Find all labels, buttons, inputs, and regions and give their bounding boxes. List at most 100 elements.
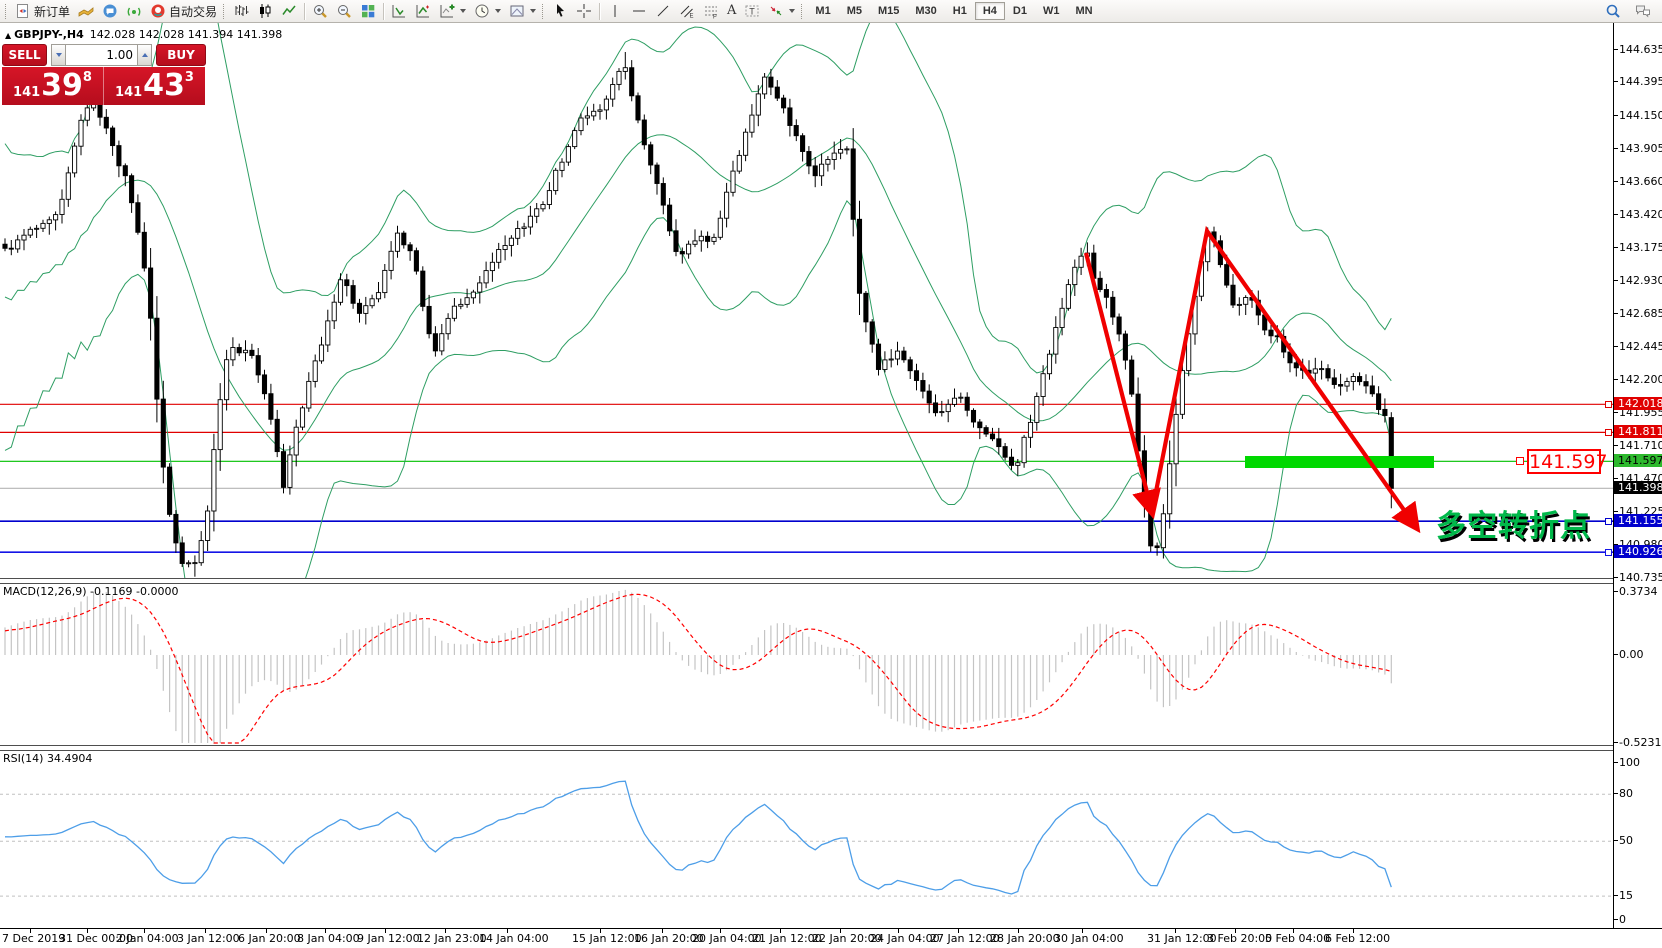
rsi-axis-label: 0	[1614, 912, 1626, 926]
time-axis-tick	[720, 929, 721, 933]
trend-arrow-1[interactable]	[1083, 252, 1161, 520]
add-indicator-button[interactable]	[435, 1, 470, 21]
timeframe-m30[interactable]: M30	[907, 2, 944, 20]
text-label-button[interactable]: T	[740, 1, 764, 21]
price-axis-label: 142.445	[1614, 340, 1662, 353]
line-anchor-square[interactable]	[1605, 517, 1612, 525]
time-axis[interactable]: 7 Dec 2019 31 Dec 00:00 2 Jan 04:00 3 Jan 1…	[0, 928, 1662, 948]
collapse-triangle-icon[interactable]: ▲	[5, 31, 12, 40]
line-chart-icon	[281, 3, 297, 19]
zoom-in-button[interactable]	[308, 1, 332, 21]
time-axis-label: 5 Feb 04:00	[1265, 932, 1331, 945]
sell-price-display[interactable]: 141 39 8	[2, 67, 104, 105]
candles-layer	[2, 52, 1394, 577]
toolbar-handle[interactable]	[801, 3, 805, 19]
messenger-icon	[102, 3, 118, 19]
bar-chart-icon	[233, 3, 249, 19]
vertical-line-button[interactable]	[603, 1, 627, 21]
timeframe-m1[interactable]: M1	[807, 2, 838, 20]
search-button[interactable]	[1601, 1, 1625, 21]
trend-arrow-2[interactable]	[1149, 225, 1421, 534]
triangle-up-icon	[141, 53, 148, 57]
candlestick-chart-button[interactable]	[253, 1, 277, 21]
signal-button[interactable]	[122, 1, 146, 21]
main-chart-canvas[interactable]	[0, 23, 1613, 578]
auto-scroll-icon	[391, 3, 407, 19]
toolbar-handle[interactable]	[542, 3, 546, 19]
trendline-button[interactable]	[651, 1, 675, 21]
timeframe-mn[interactable]: MN	[1067, 2, 1100, 20]
new-order-label: 新订单	[34, 4, 71, 19]
timeframe-m15[interactable]: M15	[870, 2, 907, 20]
time-axis-tick	[266, 929, 267, 933]
turning-point-text[interactable]: 多空转折点	[1436, 509, 1591, 544]
toolbar-handle[interactable]	[223, 3, 227, 19]
timeframe-h4[interactable]: H4	[974, 2, 1005, 20]
equidistant-channel-button[interactable]: E	[675, 1, 699, 21]
bar-chart-button[interactable]	[229, 1, 253, 21]
callout-anchor-square[interactable]	[1516, 457, 1524, 465]
trade-panel-controls: SELL BUY	[2, 44, 206, 66]
timeframe-w1[interactable]: W1	[1035, 2, 1068, 20]
time-axis-label: 21 Jan 12:00	[752, 932, 822, 945]
candlestick-chart-icon	[257, 3, 273, 19]
cursor-button[interactable]	[548, 1, 572, 21]
macd-canvas[interactable]	[0, 582, 1613, 745]
time-axis-label: 28 Jan 20:00	[990, 932, 1060, 945]
text-tool-button[interactable]: A	[723, 1, 740, 21]
bollinger-upper-band	[4, 23, 1392, 374]
line-anchor-square[interactable]	[1605, 428, 1612, 436]
line-anchor-square[interactable]	[1605, 548, 1612, 556]
channel-icon: E	[679, 3, 695, 19]
highlight-bar[interactable]	[1245, 456, 1434, 468]
search-icon	[1605, 3, 1621, 19]
fibonacci-button[interactable]: F	[699, 1, 723, 21]
zoom-out-button[interactable]	[332, 1, 356, 21]
dropdown-caret-icon	[530, 9, 537, 13]
sell-button[interactable]: SELL	[2, 44, 48, 66]
timeframe-h1[interactable]: H1	[945, 2, 975, 20]
auto-scroll-button[interactable]	[387, 1, 411, 21]
price-callout-box[interactable]: 141.597	[1527, 449, 1608, 474]
text-tool-icon: A	[727, 3, 737, 18]
rsi-canvas[interactable]	[0, 749, 1613, 928]
crosshair-button[interactable]	[572, 1, 596, 21]
auto-trading-label: 自动交易	[169, 4, 218, 19]
messenger-button[interactable]	[98, 1, 122, 21]
volume-increase-button[interactable]	[137, 44, 153, 66]
macd-histogram	[4, 589, 1392, 743]
volume-input[interactable]	[66, 44, 138, 66]
toolbar-handle[interactable]	[5, 3, 9, 19]
chart-shift-button[interactable]	[411, 1, 435, 21]
time-axis-tick	[205, 929, 206, 933]
price-axis-label: 144.395	[1614, 75, 1662, 88]
templates-button[interactable]	[505, 1, 540, 21]
volume-decrease-button[interactable]	[51, 44, 67, 66]
time-axis-tick	[445, 929, 446, 933]
auto-trading-button[interactable]: 自动交易	[146, 1, 221, 21]
price-axis[interactable]: 144.635 144.395 144.150 143.905 143.660 143.4…	[1613, 23, 1662, 928]
periods-button[interactable]	[470, 1, 505, 21]
chart-shift-icon	[415, 3, 431, 19]
arrows-tool-button[interactable]	[764, 1, 799, 21]
chat-button[interactable]	[1631, 1, 1655, 21]
macd-splitter[interactable]	[0, 578, 1613, 584]
tile-windows-icon	[360, 3, 376, 19]
trendline-icon	[655, 3, 671, 19]
trade-panel-quotes: 141 39 8 141 43 3	[2, 67, 206, 105]
level-lines	[0, 403, 1613, 554]
timeframe-m5[interactable]: M5	[839, 2, 870, 20]
time-axis-label: 27 Jan 12:00	[930, 932, 1000, 945]
rsi-splitter[interactable]	[0, 745, 1613, 751]
buy-price-display[interactable]: 141 43 3	[104, 67, 205, 105]
price-level-badge: 141.398	[1614, 481, 1662, 495]
tile-windows-button[interactable]	[356, 1, 380, 21]
line-chart-button[interactable]	[277, 1, 301, 21]
timeframe-d1[interactable]: D1	[1005, 2, 1035, 20]
price-axis-label: 143.660	[1614, 175, 1662, 188]
horizontal-line-button[interactable]	[627, 1, 651, 21]
buy-button[interactable]: BUY	[156, 44, 206, 66]
new-order-button[interactable]: 新订单	[11, 1, 74, 21]
line-anchor-square[interactable]	[1605, 400, 1612, 408]
charts-button[interactable]	[74, 1, 98, 21]
